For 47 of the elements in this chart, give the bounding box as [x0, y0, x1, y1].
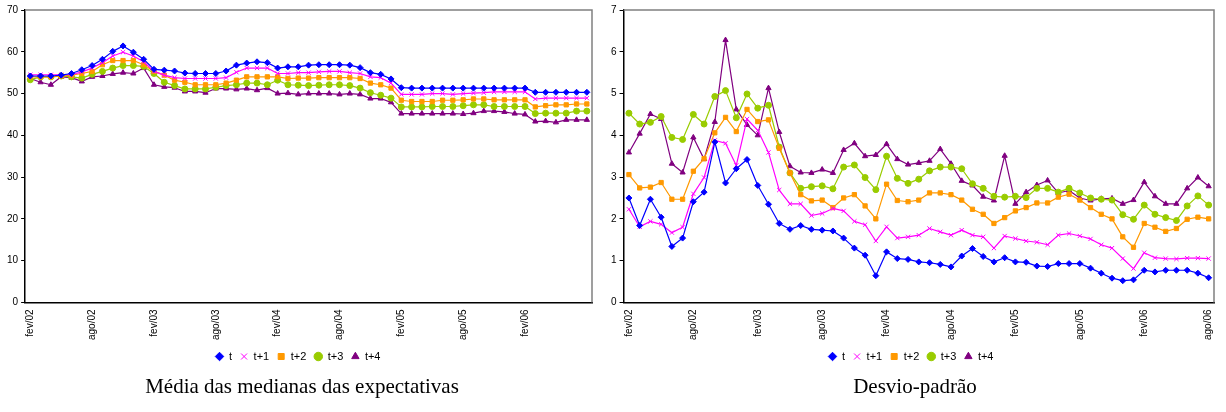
y-tick-label: 6: [611, 45, 617, 57]
text: Média das medianas das expectativas: [145, 374, 459, 399]
y-tick-label: 7: [611, 3, 617, 15]
y-tick-label: 40: [7, 129, 19, 141]
x-tick-label: fev/06: [1137, 308, 1149, 337]
legend-label: t: [842, 349, 846, 362]
y-tick-label: 2: [611, 212, 617, 224]
x-tick-label: fev/02: [24, 308, 36, 337]
x-tick-label: fev/05: [395, 308, 407, 337]
y-tick-label: 50: [7, 87, 19, 99]
x-tick-label: ago/03: [209, 308, 221, 341]
legend-label: t+1: [866, 349, 883, 362]
legend-label: t: [229, 349, 233, 362]
y-tick-label: 30: [7, 170, 19, 182]
x-tick-label: fev/04: [271, 308, 283, 337]
x-tick-label: ago/04: [333, 308, 345, 341]
y-tick-label: 20: [7, 212, 19, 224]
legend-label: t+2: [903, 349, 920, 362]
legend-label: t+4: [977, 349, 994, 362]
y-tick-label: 70: [7, 3, 19, 15]
x-tick-label: fev/04: [880, 308, 892, 337]
legend-label: t+3: [327, 349, 344, 362]
legend-label: t+4: [364, 349, 381, 362]
x-tick-label: fev/06: [518, 308, 530, 337]
y-tick-label: 3: [611, 170, 617, 182]
legend-label: t+1: [253, 349, 270, 362]
x-tick-label: fev/03: [147, 308, 159, 337]
y-tick-label: 4: [611, 129, 617, 141]
x-tick-label: ago/05: [1073, 308, 1085, 341]
x-tick-label: ago/04: [944, 308, 956, 341]
y-tick-label: 5: [611, 87, 617, 99]
y-tick-label: 10: [7, 254, 19, 266]
x-tick-label: ago/02: [687, 308, 699, 341]
legend-label: t+3: [940, 349, 957, 362]
x-tick-label: fev/03: [751, 308, 763, 337]
x-tick-label: ago/02: [85, 308, 97, 341]
y-tick-label: 0: [611, 296, 617, 308]
y-tick-label: 1: [611, 254, 617, 266]
x-tick-label: fev/05: [1009, 308, 1021, 337]
legend-label: t+2: [290, 349, 307, 362]
y-tick-label: 0: [12, 296, 19, 308]
x-tick-label: ago/03: [815, 308, 827, 341]
x-tick-label: ago/06: [1202, 308, 1214, 341]
x-tick-label: fev/02: [622, 308, 634, 337]
text: Desvio-padrão: [853, 374, 977, 399]
y-tick-label: 60: [7, 45, 19, 57]
x-tick-label: ago/05: [456, 308, 468, 341]
